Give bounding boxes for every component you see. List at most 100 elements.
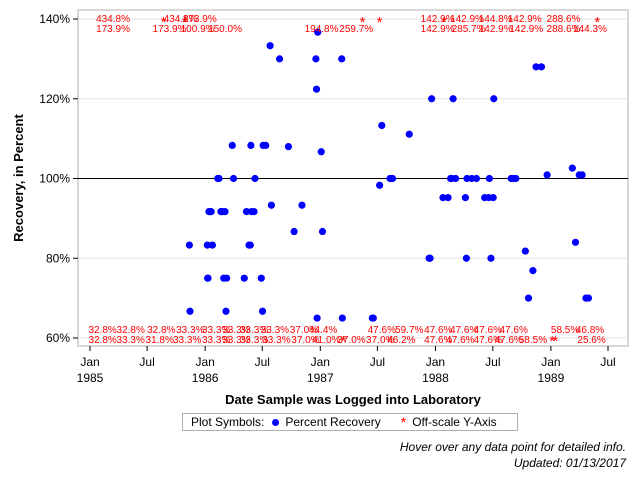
off-scale-label: 32.8% (117, 325, 145, 336)
off-scale-label: 142.9% (421, 24, 455, 35)
off-scale-label: 47.6% (446, 335, 474, 346)
data-point (428, 95, 436, 103)
x-tick-year-label: 1989 (538, 371, 565, 385)
off-scale-star: * (360, 14, 366, 31)
off-scale-label: 288.6% (547, 24, 581, 35)
data-point (489, 194, 497, 202)
off-scale-label: 47.6% (368, 325, 396, 336)
data-point (439, 194, 447, 202)
x-axis-title: Date Sample was Logged into Laboratory (225, 392, 481, 407)
data-point (444, 194, 452, 202)
off-scale-label: 59.7% (395, 325, 423, 336)
off-scale-label: 47.6% (424, 325, 452, 336)
data-point (449, 95, 457, 103)
data-point (290, 227, 298, 236)
off-scale-label: 32.8% (88, 325, 116, 336)
off-scale-label: 33.3% (240, 335, 268, 346)
x-tick-label: Jul (255, 355, 270, 369)
data-point (472, 174, 481, 183)
y-tick-label: 120% (39, 92, 70, 106)
off-scale-label: 142.9% (479, 24, 513, 35)
data-point (461, 194, 470, 202)
legend-item-percent-recovery: Percent Recovery (264, 415, 381, 429)
data-point (426, 254, 434, 262)
data-point (578, 171, 586, 179)
legend-label-off-scale: Off-scale Y-Axis (412, 415, 497, 429)
x-tick-year-label: 1986 (192, 371, 219, 385)
updated-note: Updated: 01/13/2017 (513, 456, 626, 470)
off-scale-label: 33.3% (222, 325, 250, 336)
data-point (257, 274, 265, 282)
circle-marker-icon (272, 418, 280, 426)
x-tick-label: Jul (485, 355, 500, 369)
off-scale-label: 144.3% (573, 24, 607, 35)
data-point (204, 274, 212, 282)
off-scale-star: * (182, 14, 188, 31)
data-point (512, 174, 520, 183)
off-scale-label: 58.5% (551, 325, 579, 336)
off-scale-label: 31.8% (146, 335, 174, 346)
data-point (258, 307, 267, 315)
data-point (487, 254, 495, 262)
data-point (317, 148, 325, 156)
off-scale-star: * (161, 14, 167, 31)
off-scale-label: 173.9% (96, 24, 130, 35)
data-point (207, 207, 215, 216)
data-point (313, 314, 321, 322)
data-point (521, 247, 529, 255)
off-scale-label: 41.0% (312, 335, 340, 346)
y-tick-label: 80% (46, 251, 70, 265)
star-marker-icon: * (400, 414, 407, 430)
off-scale-label: 37.0% (290, 325, 318, 336)
off-scale-label: 33.3% (240, 325, 268, 336)
off-scale-label: 37.0% (291, 335, 319, 346)
data-point (250, 207, 258, 216)
data-point (537, 63, 546, 71)
data-point (378, 121, 386, 130)
data-point (215, 174, 223, 183)
off-scale-label: 173.9% (153, 24, 187, 35)
off-scale-label: 173.9% (183, 14, 217, 25)
x-tick-label: Jan (541, 355, 560, 369)
data-point (524, 294, 533, 302)
data-point (222, 307, 230, 315)
hover-note: Hover over any data point for detailed i… (399, 440, 626, 454)
data-point (462, 254, 470, 262)
off-scale-label: 259.7% (339, 24, 373, 35)
off-scale-label: 47.6% (474, 335, 502, 346)
off-scale-label: 46.2% (387, 335, 415, 346)
data-point (208, 241, 217, 249)
off-scale-label: 142.9% (450, 14, 484, 25)
off-scale-label: 47.6% (499, 325, 527, 336)
data-point (532, 63, 540, 71)
x-tick-label: Jan (195, 355, 214, 369)
data-point (318, 227, 327, 236)
off-scale-label: 33.3% (173, 335, 201, 346)
data-point (452, 174, 460, 183)
off-scale-label: 33.3% (262, 335, 290, 346)
data-point (314, 28, 322, 36)
off-scale-star: * (377, 14, 383, 31)
data-point (267, 201, 275, 209)
off-scale-label: 32.8% (88, 335, 116, 346)
x-tick-year-label: 1987 (307, 371, 334, 385)
data-point (229, 174, 238, 183)
data-point (221, 207, 229, 216)
data-point (338, 55, 346, 63)
x-tick-year-label: 1988 (422, 371, 449, 385)
scatter-chart: 60% 80% 100% 120% 140% Jan 1985 Jul Jan 1986 Jul Ja… (11, 9, 629, 407)
off-scale-label: 58.5% (519, 335, 547, 346)
off-scale-label: 150.0% (208, 24, 242, 35)
data-point (228, 141, 236, 150)
off-scale-label: 33.3% (117, 335, 145, 346)
data-point (251, 174, 259, 183)
data-point (312, 85, 321, 93)
data-point (376, 181, 384, 189)
x-tick-label: Jul (600, 355, 615, 369)
off-scale-label: 434.8% (96, 14, 130, 25)
data-point (186, 307, 194, 315)
off-scale-label: 37.0% (366, 335, 394, 346)
off-scale-label: 47.6% (474, 325, 502, 336)
data-point (246, 241, 254, 249)
off-scale-star: * (441, 14, 447, 31)
